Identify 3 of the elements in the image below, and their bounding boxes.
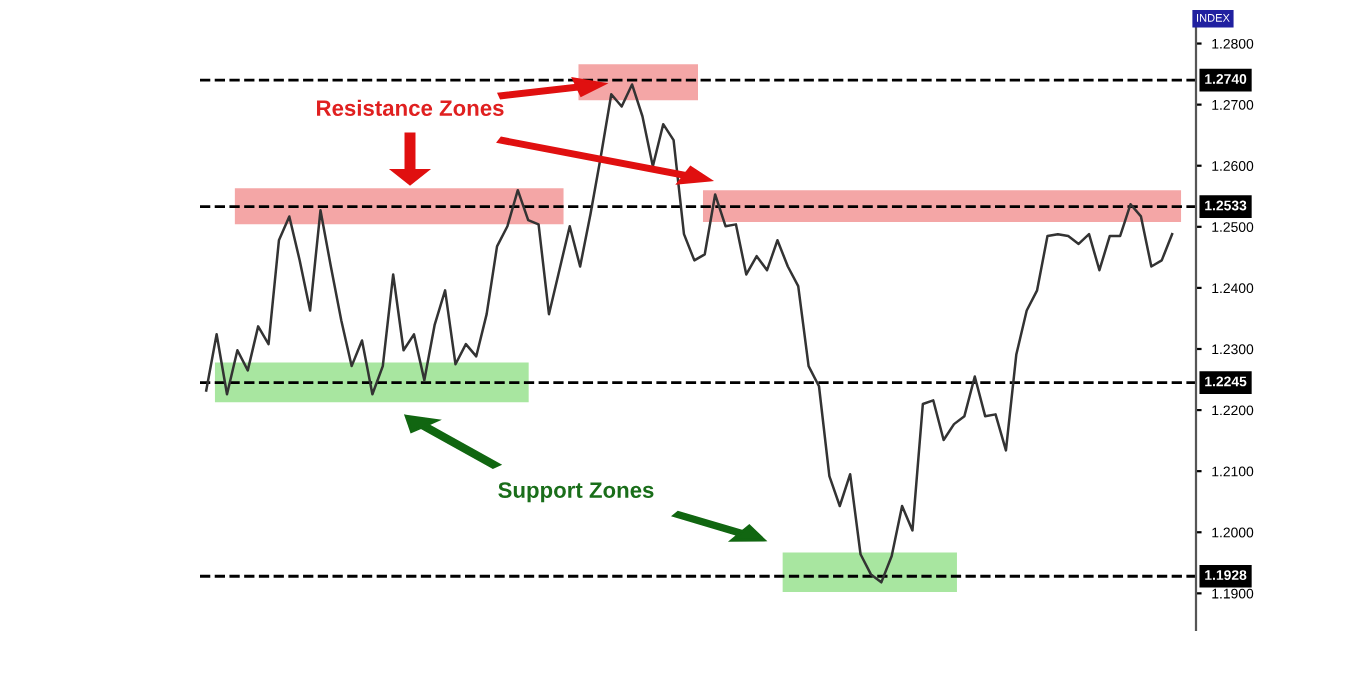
annotation: Resistance Zones xyxy=(317,99,504,116)
line-series xyxy=(204,83,1174,584)
annotation: Support Zones xyxy=(498,482,654,503)
